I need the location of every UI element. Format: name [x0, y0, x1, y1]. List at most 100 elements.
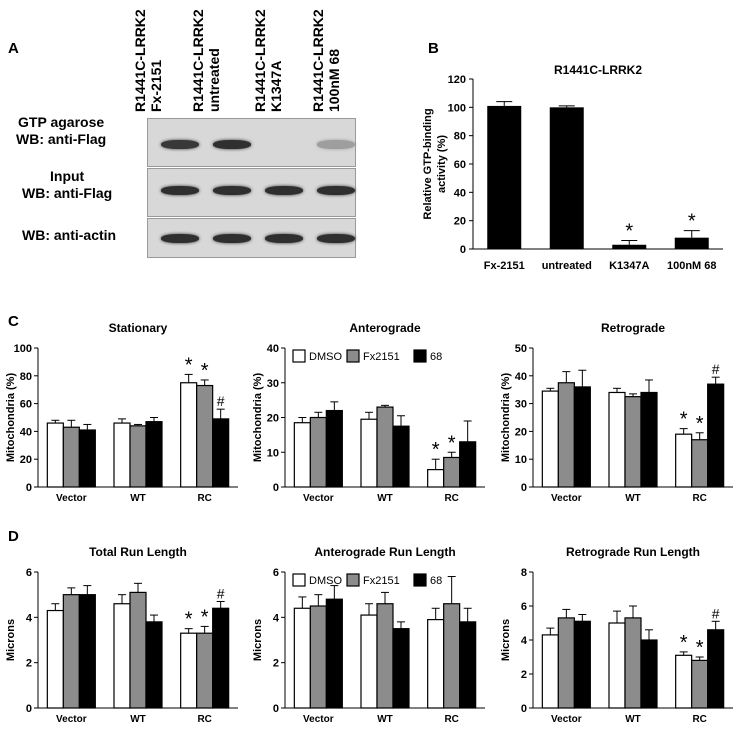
bar-dmso — [427, 618, 445, 709]
bar-fx2151 — [376, 603, 394, 709]
panel-letter-d: D — [8, 528, 19, 545]
y-tick-label: 50 — [515, 343, 527, 355]
significance-marker: * — [688, 211, 696, 233]
y-tick-label: 60 — [20, 399, 32, 411]
bar-dmso — [113, 603, 131, 709]
bar-dmso — [293, 422, 311, 488]
blot-band — [317, 233, 355, 243]
legend-label: 68 — [430, 575, 442, 587]
legend-swatch — [346, 573, 360, 587]
bar-fx2151 — [557, 617, 575, 709]
legend-label: Fx2151 — [363, 351, 400, 363]
bar-dmso — [541, 634, 559, 709]
bar-fx2151 — [196, 632, 214, 709]
chart-title: R1441C-LRRK2 — [554, 63, 642, 77]
bar-dmso — [360, 614, 378, 709]
bar-dmso — [180, 632, 198, 709]
chart-stationary: Stationary 0 20 40 60 80 100 Mitochondria (%) Ve… — [5, 321, 238, 504]
blot-band — [161, 185, 199, 195]
bar-fx2151 — [129, 591, 147, 709]
x-tick-label: RC — [197, 493, 211, 504]
bar-dmso — [360, 418, 378, 488]
blot-band — [265, 185, 303, 195]
legend-swatch — [413, 349, 427, 363]
bar — [674, 237, 709, 249]
y-tick-label: 40 — [267, 343, 279, 355]
chart-anterograde: Anterograde 0 10 20 30 40 Mitochondria (%) Vect… — [252, 321, 485, 504]
bar-fx2151 — [443, 603, 461, 709]
x-tick-label: K1347A — [609, 260, 649, 272]
bar-fx2151 — [309, 416, 327, 488]
bar-fx2151 — [62, 426, 80, 488]
y-tick-label: 0 — [26, 482, 32, 494]
legend-label: DMSO — [309, 351, 342, 363]
significance-marker: * — [432, 439, 440, 461]
significance-marker: * — [201, 606, 209, 628]
bar-dmso — [113, 422, 131, 488]
bar-dmso — [46, 422, 64, 488]
bar-fx2151 — [624, 396, 642, 488]
y-tick-label: 120 — [448, 74, 466, 86]
significance-marker: * — [201, 360, 209, 382]
blot-row-label-gtp: GTP agarose WB: anti-Flag — [16, 114, 107, 147]
bar-fx2151 — [557, 382, 575, 488]
blot-band — [161, 233, 199, 243]
x-tick-label: WT — [130, 493, 146, 504]
y-axis-label: Mitochondria (%) — [252, 373, 264, 463]
y-tick-label: 100 — [14, 343, 32, 355]
panel-letter-c: C — [8, 313, 19, 330]
y-tick-label: 2 — [273, 658, 279, 670]
lane-label-untreated: R1441C-LRRK2 untreated — [190, 9, 222, 112]
bar-dmso — [675, 654, 693, 709]
bar-dmso — [180, 382, 198, 488]
y-axis-label: Relative GTP-binding activity (%) — [422, 108, 448, 219]
y-axis-label-line: activity (%) — [436, 135, 448, 193]
y-tick-label: 6 — [26, 567, 32, 579]
x-tick-label: Vector — [303, 714, 334, 725]
x-tick-label: RC — [692, 714, 706, 725]
bar-68 — [145, 421, 163, 488]
significance-marker: * — [448, 432, 456, 454]
y-tick-label: 20 — [267, 413, 279, 425]
bar-68 — [707, 383, 725, 488]
y-tick-label: 8 — [521, 567, 527, 579]
chart-title: Retrograde Run Length — [566, 545, 700, 559]
legend-swatch — [292, 349, 306, 363]
y-tick-label: 60 — [454, 159, 466, 171]
blot-band — [213, 139, 251, 149]
lane-label-k1347a: R1441C-LRRK2 K1347A — [252, 9, 284, 112]
legend-swatch — [413, 573, 427, 587]
chart-total-run-length: Total Run Length 0 2 4 6 Microns Vector WT * * # RC — [5, 545, 238, 725]
y-tick-label: 2 — [521, 669, 527, 681]
y-tick-label: 0 — [521, 482, 527, 494]
x-tick-label: RC — [444, 493, 458, 504]
bar — [549, 107, 584, 249]
blot-band — [213, 233, 251, 243]
x-tick-label: Vector — [551, 493, 582, 504]
significance-marker: * — [696, 637, 704, 659]
x-tick-label: 100nM 68 — [667, 260, 717, 272]
y-tick-label: 30 — [267, 378, 279, 390]
chart-title: Stationary — [109, 321, 168, 335]
bar — [487, 105, 522, 249]
bar-68 — [212, 607, 230, 709]
y-axis-label: Microns — [500, 619, 512, 661]
y-tick-label: 20 — [515, 426, 527, 438]
bar-68 — [392, 628, 410, 709]
bar-dmso — [46, 609, 64, 709]
bar-68 — [325, 598, 343, 709]
y-tick-label: 4 — [521, 635, 528, 647]
x-tick-label: Vector — [303, 493, 334, 504]
bar-dmso — [608, 391, 626, 488]
bar-dmso — [427, 469, 445, 488]
bar-68 — [459, 621, 477, 709]
y-tick-label: 4 — [26, 612, 33, 624]
y-axis-label: Mitochondria (%) — [500, 373, 512, 463]
y-tick-label: 6 — [273, 567, 279, 579]
bar-dmso — [675, 433, 693, 488]
bar-fx2151 — [196, 384, 214, 488]
panel-letter-a: A — [8, 40, 19, 57]
chart-title: Retrograde — [601, 321, 665, 335]
chart-retrograde: Retrograde 0 10 20 30 40 50 Mitochondria (%) Vec… — [500, 321, 733, 504]
y-axis-label: Microns — [5, 619, 17, 661]
